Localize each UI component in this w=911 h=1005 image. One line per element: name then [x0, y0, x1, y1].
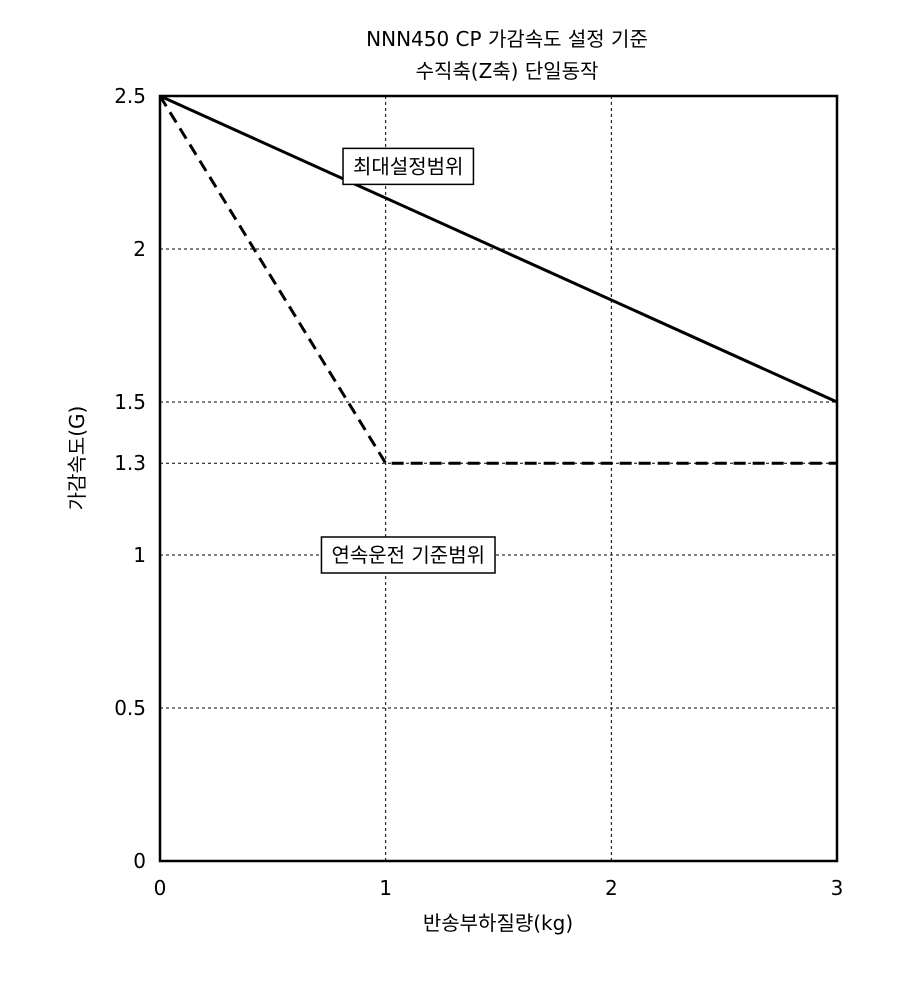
y-axis-label: 가감속도(G) [65, 406, 89, 511]
annotation-label: 연속운전 기준범위 [331, 543, 485, 567]
y-tick-label: 1 [133, 543, 146, 567]
grid [160, 96, 837, 861]
chart-title: NNN450 CP 가감속도 설정 기준 [366, 27, 648, 51]
annotation-box: 연속운전 기준범위 [320, 536, 496, 574]
annotation-border [342, 147, 475, 186]
y-tick-label: 1.5 [114, 390, 146, 414]
y-tick-label: 1.3 [114, 451, 146, 475]
max-setting-line [159, 94, 838, 404]
y-tick-label: 0.5 [114, 696, 146, 720]
continuous-operation-line [158, 95, 837, 465]
annotation-border [320, 536, 496, 574]
y-tick-label: 2 [133, 237, 146, 261]
chart-subtitle: 수직축(Z축) 단일동작 [416, 59, 599, 83]
x-tick-label: 0 [154, 876, 167, 900]
x-tick-label: 2 [605, 876, 618, 900]
series-group [158, 94, 838, 465]
y-tick-label: 2.5 [114, 84, 146, 108]
annotation-label: 최대설정범위 [353, 154, 463, 178]
plot-frame [158, 94, 839, 863]
x-tick-label: 1 [379, 876, 392, 900]
x-axis-label: 반송부하질량(kg) [423, 911, 573, 935]
x-tick-label: 3 [831, 876, 844, 900]
annotation-box: 최대설정범위 [342, 147, 475, 186]
y-tick-label: 0 [133, 849, 146, 873]
tick-labels: 0 1 2 3 0 0.5 1 1.3 1.5 2 2.5 [114, 84, 843, 900]
